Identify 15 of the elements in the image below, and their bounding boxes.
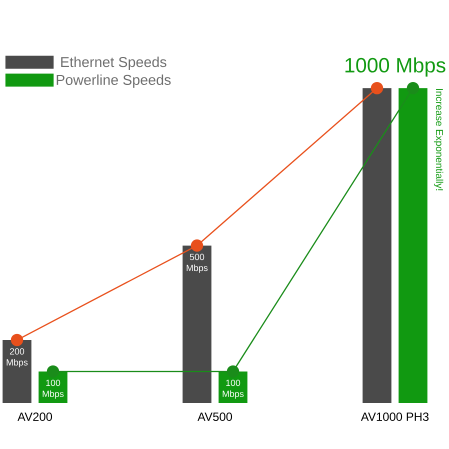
data-label: 100 Mbps bbox=[42, 380, 64, 399]
bar bbox=[182, 246, 212, 403]
annotation: Increase Exponentially! bbox=[434, 89, 444, 190]
bar bbox=[2, 340, 32, 403]
bar bbox=[398, 88, 428, 403]
annotation: 1000 Mbps bbox=[345, 57, 446, 77]
data-label: 100 Mbps bbox=[222, 380, 244, 399]
x-tick-label: AV500 bbox=[198, 412, 232, 421]
legend-label: Powerline Speeds bbox=[56, 74, 171, 88]
data-label: 500 Mbps bbox=[186, 254, 208, 273]
bar bbox=[362, 88, 392, 403]
x-tick-label: AV200 bbox=[18, 412, 52, 421]
data-label: 200 Mbps bbox=[6, 348, 28, 368]
x-tick-label: AV1000 PH3 bbox=[360, 412, 429, 421]
legend-label: Ethernet Speeds bbox=[61, 56, 166, 70]
